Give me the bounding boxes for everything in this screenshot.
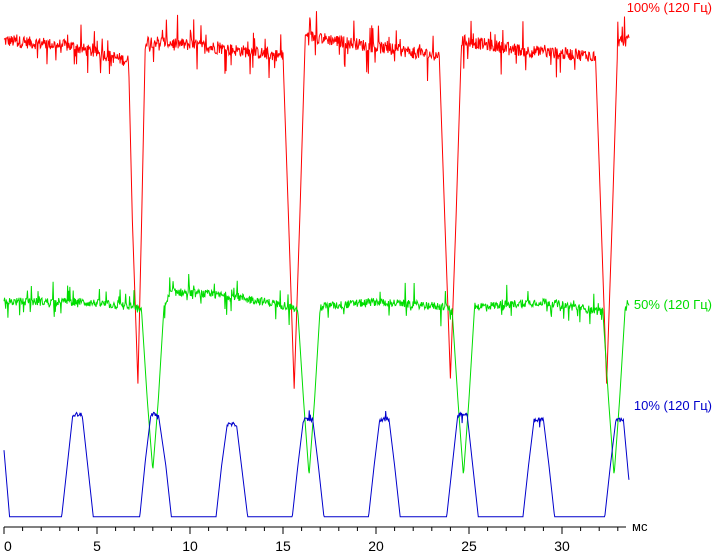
- series-line-1: [3, 11, 630, 389]
- x-axis-unit-label: мс: [632, 519, 648, 534]
- x-tick-label-0: 0: [4, 538, 12, 554]
- x-tick-label-5: 5: [93, 538, 101, 554]
- x-tick-label-15: 15: [275, 538, 291, 554]
- series-layer: [3, 11, 630, 518]
- series-label-3: 10% (120 Гц): [634, 398, 712, 413]
- series-labels: 100% (120 Гц) 50% (120 Гц) 10% (120 Гц): [627, 0, 712, 413]
- x-tick-label-20: 20: [368, 538, 384, 554]
- x-ticks: 0 5 10 15 20 25 30: [3, 527, 619, 554]
- x-tick-label-25: 25: [461, 538, 477, 554]
- x-tick-label-10: 10: [182, 538, 198, 554]
- x-tick-label-30: 30: [554, 538, 570, 554]
- series-line-3: [3, 410, 630, 518]
- series-line-2: [3, 273, 630, 474]
- series-label-1: 100% (120 Гц): [627, 0, 712, 15]
- series-label-2: 50% (120 Гц): [634, 297, 712, 312]
